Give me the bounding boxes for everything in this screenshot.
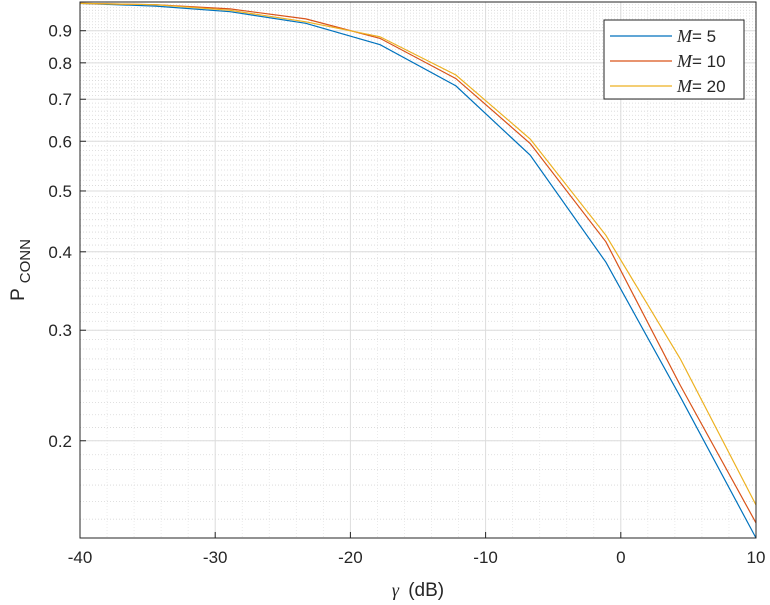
y-tick-label: 0.7 [48, 90, 72, 109]
legend-symbol: M [676, 51, 693, 71]
x-tick-label: -40 [68, 548, 93, 567]
y-ticks: 0.2 0.3 0.4 0.5 0.6 0.7 0.8 0.9 [48, 22, 86, 451]
y-tick-label: 0.3 [48, 321, 72, 340]
y-tick-label: 0.9 [48, 22, 72, 41]
x-tick-label: -10 [473, 548, 498, 567]
legend-label-2: M= 10 [676, 51, 726, 71]
x-tick-label: -30 [203, 548, 228, 567]
svg-text:P CONN: P CONN [8, 239, 34, 301]
legend-label-1: M= 5 [676, 26, 716, 46]
x-axis-unit: (dB) [408, 580, 444, 601]
y-axis-main: P [8, 289, 29, 301]
y-tick-label: 0.6 [48, 132, 72, 151]
series-line-1 [79, 2, 757, 539]
legend-symbol: M [676, 26, 693, 46]
y-tick-label: 0.5 [48, 182, 72, 201]
y-tick-label: 0.4 [48, 243, 72, 262]
x-ticks: -40 -30 -20 -10 0 10 [68, 532, 766, 567]
legend-value: = 10 [692, 52, 726, 71]
legend-symbol: M [676, 76, 693, 96]
x-tick-label: 0 [616, 548, 625, 567]
legend: M= 5M= 10M= 20 [603, 19, 745, 100]
legend-value: = 20 [692, 77, 726, 96]
x-tick-label: -20 [338, 548, 363, 567]
series-lines [79, 2, 757, 539]
y-tick-label: 0.8 [48, 54, 72, 73]
plot-frame [79, 1, 757, 539]
x-axis-symbol: γ [392, 580, 400, 600]
minor-grid [80, 2, 756, 538]
x-axis-label: γ (dB) [392, 580, 444, 601]
x-tick-label: 10 [747, 548, 766, 567]
series-line-3 [79, 2, 757, 506]
y-tick-label: 0.2 [48, 432, 72, 451]
y-axis-label: P CONN [8, 239, 34, 301]
y-axis-sub: CONN [17, 239, 34, 283]
legend-value: = 5 [692, 27, 716, 46]
series-line-2 [79, 2, 757, 524]
legend-label-3: M= 20 [676, 76, 726, 96]
